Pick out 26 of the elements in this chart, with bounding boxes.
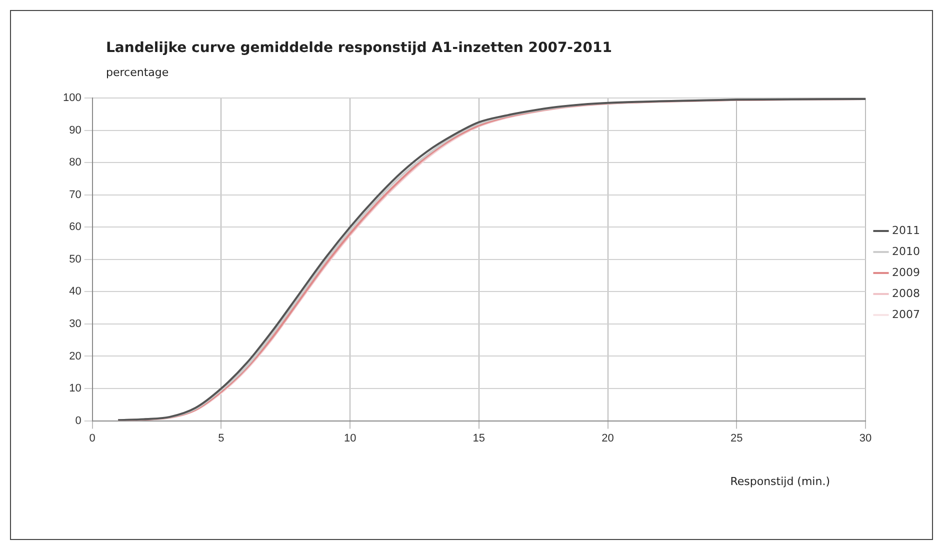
y-tick-label: 30 (69, 318, 82, 330)
y-axis-title: percentage (106, 66, 169, 79)
y-tick-label: 80 (69, 156, 82, 169)
legend-label: 2008 (892, 286, 920, 300)
chart-title: Landelijke curve gemiddelde responstijd A1-inzetten 2007-2011 (106, 40, 612, 56)
x-axis-title: Responstijd (min.) (730, 475, 830, 488)
y-tick-label: 0 (75, 414, 82, 427)
x-tick-label: 10 (344, 432, 356, 444)
x-tick-label: 25 (730, 432, 743, 444)
y-tick-label: 90 (69, 124, 82, 136)
y-tick-label: 50 (69, 253, 82, 266)
y-tick-label: 100 (62, 92, 82, 104)
y-tick-label: 60 (69, 221, 82, 234)
legend-label: 2011 (892, 224, 920, 237)
y-tick-label: 20 (69, 350, 82, 362)
x-tick-label: 20 (602, 432, 614, 444)
y-tick-label: 40 (69, 286, 82, 298)
y-tick-label: 10 (69, 382, 82, 395)
x-tick-label: 0 (89, 432, 96, 444)
legend-label: 2010 (892, 244, 920, 258)
x-tick-label: 30 (859, 432, 872, 444)
legend-label: 2007 (892, 308, 920, 321)
x-tick-label: 15 (472, 432, 486, 444)
y-tick-label: 70 (69, 188, 82, 201)
legend-label: 2009 (892, 266, 920, 279)
x-tick-label: 5 (218, 432, 224, 444)
